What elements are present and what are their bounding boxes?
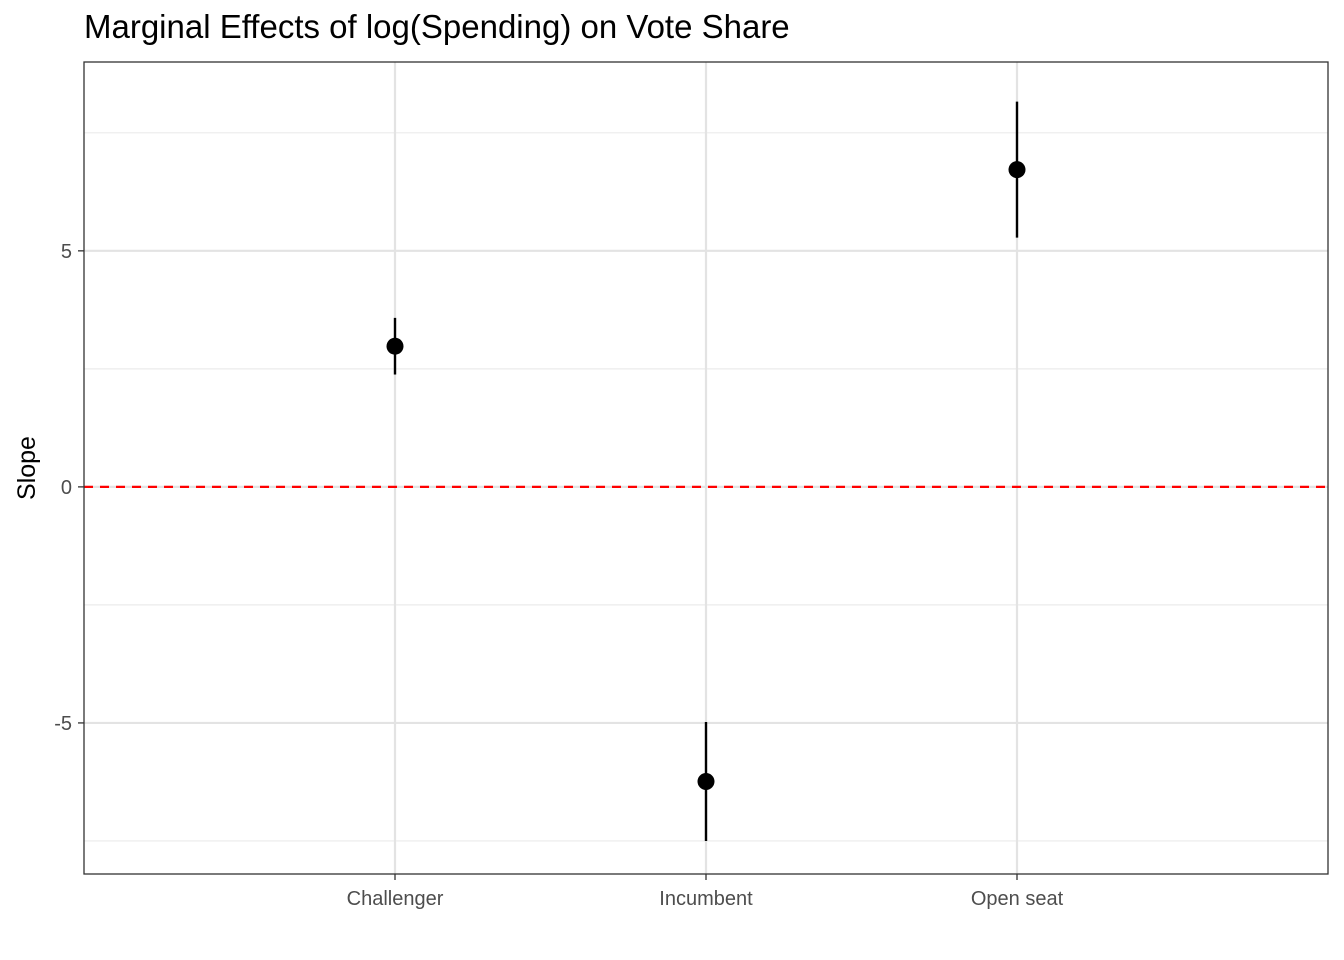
y-axis: -5 0 5 <box>54 241 84 735</box>
data-point <box>697 772 715 790</box>
chart-title: Marginal Effects of log(Spending) on Vot… <box>84 8 790 45</box>
data-point <box>1008 161 1026 179</box>
data-point <box>386 337 404 355</box>
x-tick-label: Incumbent <box>659 888 753 910</box>
x-axis: Challenger Incumbent Open seat <box>347 874 1064 910</box>
y-tick-label: -5 <box>54 713 72 735</box>
y-axis-title: Slope <box>13 436 41 500</box>
x-tick-label: Open seat <box>971 888 1064 910</box>
y-tick-label: 0 <box>61 477 72 499</box>
y-tick-label: 5 <box>61 241 72 263</box>
x-tick-label: Challenger <box>347 888 444 910</box>
data-marks <box>386 101 1026 841</box>
